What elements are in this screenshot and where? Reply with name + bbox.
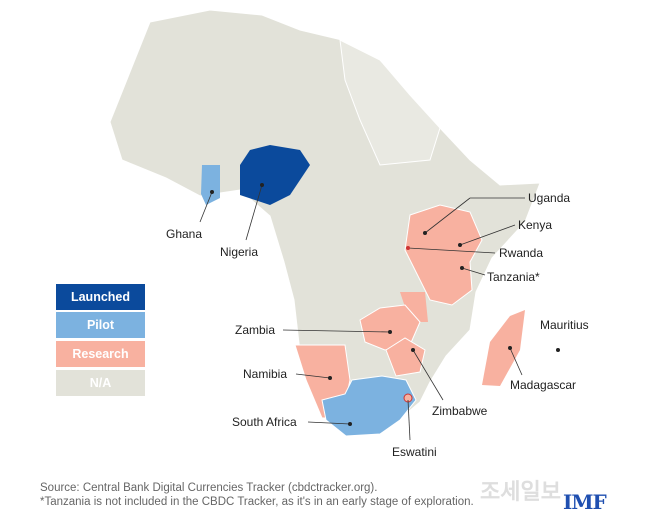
watermark: 조세일보 [480,479,561,504]
legend-launched: Launched [56,284,145,310]
source-note: Source: Central Bank Digital Currencies … [40,482,378,494]
label-madagascar: Madagascar [510,378,576,392]
nigeria-marker [260,183,264,187]
egypt-sudan-region [339,39,441,166]
footnote: *Tanzania is not included in the CBDC Tr… [40,496,474,508]
label-kenya: Kenya [518,218,552,232]
label-nigeria: Nigeria [220,245,258,259]
south-africa-shape [321,375,417,437]
south-africa-marker [348,422,352,426]
label-mauritius: Mauritius [540,318,589,332]
zambia-marker [388,330,392,334]
legend-pilot: Pilot [56,312,145,338]
namibia-marker [328,376,332,380]
legend-na: N/A [56,370,145,396]
nigeria-shape [240,145,310,205]
uganda-marker [423,231,427,235]
madagascar-marker [508,346,512,350]
ghana-shape [201,165,220,205]
leader-lines [199,184,525,441]
label-namibia: Namibia [243,367,287,381]
kenya-marker [458,243,462,247]
tanzania-marker [460,266,464,270]
label-ghana: Ghana [166,227,202,241]
malawi-shape [400,292,428,322]
label-tanzania: Tanzania* [487,270,540,284]
ghana-marker [210,190,214,194]
label-eswatini: Eswatini [392,445,437,459]
label-zimbabwe: Zimbabwe [432,404,488,418]
zimbabwe-shape [385,337,426,377]
legend-research: Research [56,341,145,367]
zimbabwe-marker [411,348,415,352]
label-uganda: Uganda [528,191,570,205]
east-africa-shape [404,204,483,306]
label-zambia: Zambia [235,323,275,337]
imf-logo: IMF [563,490,607,514]
label-south-africa: South Africa [232,415,297,429]
label-rwanda: Rwanda [499,246,543,260]
madagascar-shape [482,310,525,386]
rwanda-marker [406,246,410,250]
mauritius-dot [556,348,560,352]
